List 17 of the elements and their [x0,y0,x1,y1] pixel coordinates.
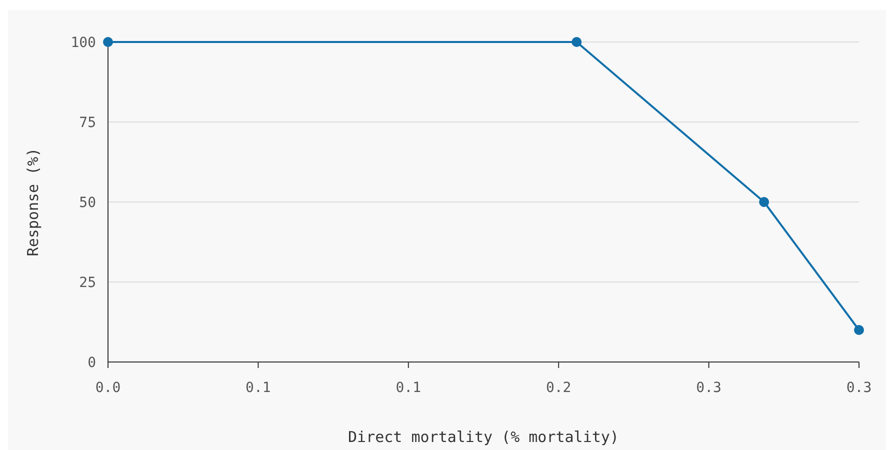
x-tick-label: 0.1 [246,380,271,396]
point [759,197,770,207]
y-axis-title: Response (%) [24,148,42,256]
x-tick-label: 0.0 [95,380,121,396]
point [572,37,582,47]
x-tick-label: 0.2 [546,380,572,396]
x-tick-label: 0.3 [696,380,722,396]
point [854,325,864,335]
y-tick-label: 50 [79,194,96,211]
x-axis-title: Direct mortality (% mortality) [348,428,619,446]
x-tick-label: 0.1 [396,380,422,396]
x-tick-label: 0.3 [846,380,872,396]
y-tick-label: 75 [79,114,96,131]
y-tick-label: 100 [70,34,96,51]
y-tick-label: 0 [88,354,96,371]
y-tick-label: 25 [79,274,96,291]
point [103,37,113,47]
